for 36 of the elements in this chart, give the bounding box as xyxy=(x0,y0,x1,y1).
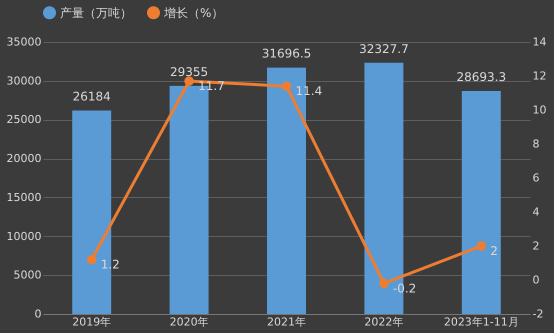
x-tick-label: 2022年 xyxy=(364,316,404,328)
x-tick-label: 2021年 xyxy=(267,316,306,328)
y-tick-label: 15000 xyxy=(6,190,42,204)
y2-tick-label: 0 xyxy=(532,274,540,286)
point xyxy=(476,241,486,251)
x-tick-label: 2019年 xyxy=(72,316,112,328)
data-label: 28693.3 xyxy=(456,70,506,84)
bar xyxy=(462,91,501,314)
y2-tick-label: 2 xyxy=(532,240,540,252)
point xyxy=(282,81,292,91)
y-tick-label: 10000 xyxy=(6,230,42,243)
x-tick-label: 2020年 xyxy=(170,316,209,328)
data-label: 29355 xyxy=(170,64,208,79)
point xyxy=(86,254,96,264)
data-label: 26184 xyxy=(72,90,111,104)
y-tick-label: 0 xyxy=(34,308,42,320)
y-tick-label: 5000 xyxy=(14,268,42,282)
y-tick-label: 25000 xyxy=(6,113,42,126)
y2-tick-label: 4 xyxy=(532,206,540,218)
y-tick-label: 30000 xyxy=(6,74,42,88)
data-label: 32327.7 xyxy=(359,42,409,56)
y2-tick-label: 6 xyxy=(532,172,540,184)
y2-tick-label: 14 xyxy=(532,36,546,48)
y-tick-label: 35000 xyxy=(6,36,42,48)
point xyxy=(184,76,194,86)
y-tick-label: 20000 xyxy=(6,152,42,166)
legend-label: 增长（%） xyxy=(163,6,224,20)
data-label: 31696.5 xyxy=(262,46,312,61)
legend-label: 产量（万吨） xyxy=(60,6,132,20)
y2-tick-label: 8 xyxy=(532,138,540,150)
y2-tick-label: 12 xyxy=(532,70,546,82)
y2-tick-label: -2 xyxy=(532,308,544,320)
data-label: 2 xyxy=(490,244,498,258)
point xyxy=(379,278,389,288)
x-tick-label: 2023年1-11月 xyxy=(444,316,519,328)
y2-tick-label: 10 xyxy=(532,104,546,116)
